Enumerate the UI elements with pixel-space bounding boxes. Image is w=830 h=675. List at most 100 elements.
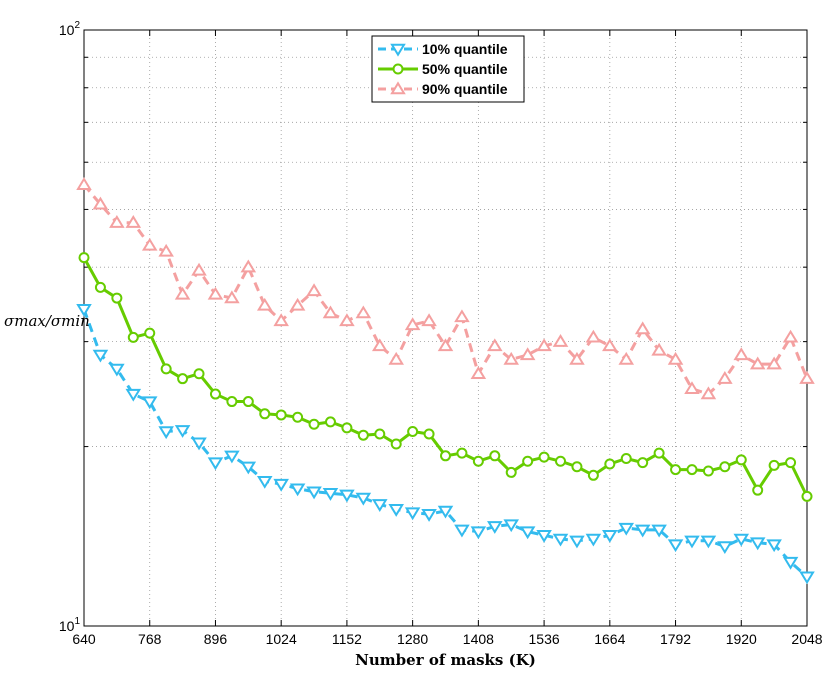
- x-tick-label: 2048: [791, 631, 822, 647]
- data-point: [571, 461, 583, 473]
- x-tick-label: 1792: [660, 631, 691, 647]
- data-point: [371, 338, 388, 352]
- grid-lines: [84, 30, 807, 626]
- data-point: [604, 458, 616, 470]
- data-point: [634, 524, 651, 538]
- data-point: [193, 368, 205, 380]
- data-point: [160, 363, 172, 375]
- data-point: [782, 329, 799, 343]
- x-tick-label: 1664: [594, 631, 625, 647]
- data-point: [158, 243, 174, 257]
- data-point: [799, 371, 815, 384]
- data-point: [618, 351, 635, 365]
- data-point: [355, 305, 372, 319]
- legend-label: 50% quantile: [422, 61, 508, 77]
- data-point: [437, 338, 454, 352]
- data-point: [109, 215, 125, 228]
- data-point: [719, 461, 731, 473]
- data-point: [144, 327, 156, 339]
- data-point: [207, 286, 224, 300]
- data-point: [634, 321, 651, 335]
- data-point: [801, 490, 813, 502]
- data-point: [487, 521, 503, 534]
- data-point: [519, 526, 536, 540]
- data-point: [224, 450, 240, 464]
- data-point: [191, 437, 207, 451]
- data-point: [177, 373, 189, 385]
- data-point: [637, 457, 649, 469]
- data-point: [207, 457, 224, 471]
- data-point: [388, 504, 404, 517]
- series-10-quantile: [76, 304, 815, 585]
- data-point: [388, 351, 404, 365]
- data-point: [404, 317, 421, 331]
- x-tick-label: 640: [72, 631, 96, 647]
- data-point: [158, 426, 174, 440]
- data-point: [289, 483, 306, 497]
- data-point: [700, 386, 717, 400]
- data-point: [404, 507, 421, 521]
- data-point: [585, 329, 602, 343]
- data-point: [240, 259, 257, 273]
- data-point: [602, 530, 618, 543]
- y-tick-label: 102: [59, 20, 81, 38]
- legend-label: 90% quantile: [422, 81, 508, 97]
- data-point: [717, 541, 733, 555]
- data-point: [470, 366, 487, 379]
- data-point: [717, 371, 733, 384]
- data-point: [355, 492, 372, 506]
- data-point: [454, 524, 470, 538]
- series-line: [82, 308, 808, 578]
- data-point: [191, 262, 207, 276]
- data-point: [456, 447, 468, 459]
- data-point: [749, 537, 766, 551]
- data-point: [651, 524, 667, 538]
- data-point: [390, 81, 406, 95]
- data-point: [522, 455, 534, 467]
- data-point: [602, 338, 618, 352]
- x-tick-label: 1280: [397, 631, 428, 647]
- data-point: [670, 464, 682, 476]
- data-point: [768, 459, 780, 471]
- legend-item: 10% quantile: [378, 41, 508, 57]
- data-point: [437, 505, 454, 519]
- data-point: [275, 409, 287, 421]
- x-tick-label: 1536: [529, 631, 560, 647]
- x-axis-label: Number of masks (K): [355, 651, 536, 669]
- data-point: [569, 351, 585, 365]
- data-point: [339, 489, 355, 503]
- data-point: [226, 396, 238, 408]
- x-tick-label: 896: [204, 631, 228, 647]
- x-tick-label: 1024: [266, 631, 297, 647]
- data-point: [111, 292, 123, 304]
- data-point: [799, 571, 815, 585]
- axis-ticks: 640 768 896 1024 1152 1280 1408 1536 1664 1792 192…: [59, 20, 823, 647]
- data-point: [273, 478, 289, 492]
- data-point: [256, 297, 273, 311]
- data-point: [421, 509, 437, 522]
- data-point: [125, 388, 142, 402]
- data-point: [109, 363, 125, 377]
- data-point: [552, 334, 569, 347]
- data-point: [503, 351, 520, 365]
- x-tick-label: 1152: [332, 631, 362, 647]
- legend-item: 90% quantile: [378, 81, 508, 97]
- data-point: [785, 457, 797, 469]
- data-point: [766, 539, 782, 553]
- data-point: [292, 411, 304, 423]
- data-point: [735, 454, 747, 466]
- data-point: [667, 539, 684, 553]
- plot-frame: [83, 29, 808, 627]
- data-point: [94, 281, 106, 293]
- data-point: [552, 533, 569, 547]
- data-point: [78, 252, 90, 264]
- data-point: [421, 313, 437, 327]
- data-point: [440, 450, 451, 462]
- data-point: [653, 447, 665, 459]
- y-tick-label: 101: [59, 616, 81, 634]
- series-layer: [76, 177, 815, 585]
- x-tick-label: 768: [138, 631, 162, 647]
- data-point: [76, 177, 92, 190]
- data-point: [620, 453, 632, 465]
- x-tick-label: 1920: [726, 631, 757, 647]
